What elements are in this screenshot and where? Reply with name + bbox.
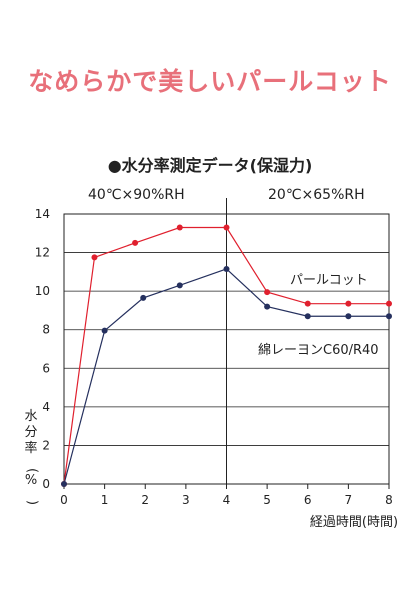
data-point (140, 294, 147, 301)
y-tick-label: 0 (42, 477, 50, 491)
data-point (304, 300, 311, 307)
data-point (264, 289, 271, 296)
x-tick-label: 8 (385, 493, 393, 507)
x-tick-label: 1 (101, 493, 109, 507)
grid-layer (63, 198, 390, 489)
x-tick-label: 0 (60, 493, 68, 507)
data-point (176, 282, 183, 289)
x-tick-label: 6 (304, 493, 312, 507)
y-tick-label: 14 (35, 207, 50, 221)
data-point (223, 224, 230, 231)
data-point (345, 313, 352, 320)
data-point (176, 224, 183, 231)
condition-label-second-phase: 20℃×65%RH (268, 187, 365, 203)
x-tick-label: 5 (263, 493, 271, 507)
page-title: なめらかで美しいパールコット (28, 67, 392, 96)
data-point (132, 239, 139, 246)
y-tick-label: 2 (42, 438, 50, 452)
condition-label-first-phase: 40℃×90%RH (88, 187, 185, 203)
data-point (101, 327, 108, 334)
y-tick-label: 8 (42, 323, 50, 337)
data-point (91, 254, 98, 261)
data-point (223, 265, 230, 272)
data-point (304, 313, 311, 320)
data-point (345, 300, 352, 307)
series-layer (61, 224, 392, 487)
data-point (264, 303, 271, 310)
y-tick-label: 4 (42, 400, 50, 414)
data-point (386, 313, 392, 320)
series-label-cotton-rayon: 綿レーヨンC60/R40 (258, 343, 379, 358)
y-axis-title: 水分率(%) (24, 409, 39, 505)
x-tick-label: 7 (345, 493, 353, 507)
data-point (386, 300, 392, 307)
y-tick-label: 6 (42, 361, 50, 375)
series-label-pearlcot: パールコット (290, 273, 368, 288)
y-tick-label: 12 (35, 246, 50, 260)
y-tick-label: 10 (35, 284, 50, 298)
x-axis-title: 経過時間(時間) (310, 515, 398, 530)
chart-title: ●水分率測定データ(保湿力) (107, 156, 313, 175)
data-point (61, 481, 67, 487)
x-tick-label: 2 (141, 493, 149, 507)
x-tick-label: 3 (182, 493, 190, 507)
x-tick-label: 4 (223, 493, 231, 507)
